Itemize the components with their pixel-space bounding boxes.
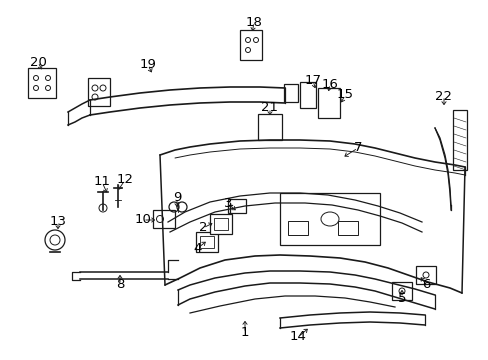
- Bar: [258, 114, 282, 140]
- Bar: [452, 110, 466, 170]
- Bar: [28, 68, 56, 98]
- Text: 8: 8: [116, 279, 124, 292]
- Bar: [337, 221, 357, 235]
- Bar: [196, 232, 218, 252]
- Bar: [153, 210, 175, 228]
- Ellipse shape: [320, 212, 338, 226]
- Text: 7: 7: [353, 141, 362, 154]
- Text: 18: 18: [245, 15, 262, 28]
- Bar: [317, 88, 339, 118]
- Text: 22: 22: [435, 90, 451, 103]
- Text: 2: 2: [198, 221, 207, 234]
- Text: 21: 21: [261, 102, 278, 114]
- Text: 20: 20: [29, 55, 46, 68]
- Text: 10: 10: [134, 213, 151, 226]
- Text: 15: 15: [336, 89, 353, 102]
- Bar: [200, 236, 214, 248]
- Text: 19: 19: [139, 58, 156, 72]
- Bar: [280, 193, 379, 245]
- Text: 14: 14: [289, 330, 306, 343]
- Text: 5: 5: [397, 292, 406, 305]
- Bar: [227, 199, 245, 213]
- Text: 1: 1: [240, 327, 249, 339]
- Text: 13: 13: [49, 216, 66, 229]
- Bar: [391, 282, 411, 300]
- Text: 16: 16: [321, 77, 338, 90]
- Text: 4: 4: [193, 242, 202, 255]
- Text: 3: 3: [224, 198, 232, 211]
- Text: 11: 11: [93, 175, 110, 189]
- Bar: [209, 214, 231, 234]
- Text: 6: 6: [421, 278, 429, 291]
- Bar: [284, 84, 297, 102]
- Bar: [299, 82, 315, 108]
- Bar: [415, 266, 435, 284]
- Bar: [240, 30, 262, 60]
- Text: 17: 17: [304, 73, 321, 86]
- Text: 9: 9: [172, 192, 181, 204]
- Bar: [287, 221, 307, 235]
- Text: 12: 12: [116, 174, 133, 186]
- Bar: [214, 218, 227, 230]
- Bar: [88, 78, 110, 106]
